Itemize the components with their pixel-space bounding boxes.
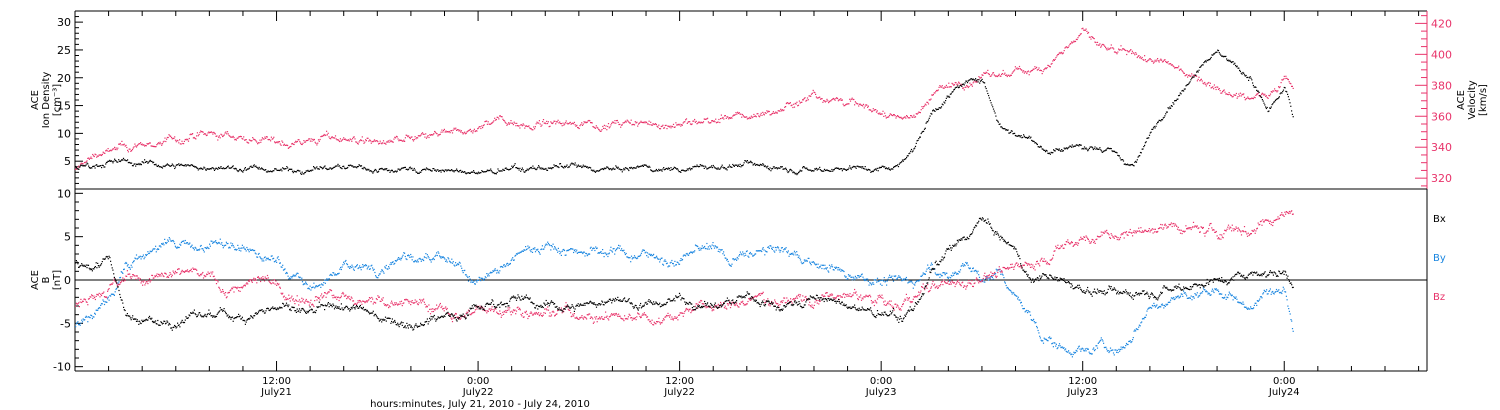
x-tick-date: July21 [260, 387, 292, 398]
legend-bx: Bx [1433, 214, 1446, 225]
b-axis-label: ACEB[nT] [30, 270, 63, 290]
magnetic-field-panel: -10 -5 0 5 10 ACEB[nT] Bx By Bz [30, 187, 1446, 373]
b-tick-label: 10 [57, 187, 71, 200]
density-series [75, 49, 1294, 176]
velocity-axis-label: ACEVelocity[km/s] [1456, 80, 1489, 119]
x-tick-date: July23 [1066, 387, 1098, 398]
x-tick-time: 12:00 [262, 376, 291, 387]
density-axis-label: ACEIon Density[cm⁻³] [30, 72, 63, 129]
b-tick-label: -10 [53, 361, 71, 374]
x-tick-time: 12:00 [665, 376, 694, 387]
velocity-tick-label: 400 [1431, 48, 1452, 61]
legend-by: By [1433, 253, 1446, 264]
x-tick-time: 0:00 [870, 376, 892, 387]
density-velocity-panel: 5 10 15 20 25 30 320 340 360 380 400 420 ACEIon Dens… [30, 10, 1489, 189]
velocity-series [75, 27, 1294, 170]
bx-series [75, 217, 1294, 331]
density-tick-label: 20 [57, 72, 71, 85]
velocity-tick-label: 360 [1431, 110, 1452, 123]
x-tick-date: July24 [1268, 387, 1300, 398]
density-tick-label: 15 [57, 100, 71, 113]
legend-bz: Bz [1433, 292, 1445, 303]
b-tick-label: 0 [64, 274, 71, 287]
b-tick-label: 5 [64, 231, 71, 244]
density-tick-label: 5 [64, 155, 71, 168]
velocity-tick-label: 320 [1431, 172, 1452, 185]
velocity-tick-label: 420 [1431, 17, 1452, 30]
b-tick-label: -5 [60, 317, 71, 330]
bz-series [75, 210, 1294, 326]
x-axis-title: hours:minutes, July 21, 2010 - July 24, … [370, 399, 590, 410]
velocity-tick-label: 340 [1431, 141, 1452, 154]
x-tick-time: 12:00 [1068, 376, 1097, 387]
x-tick-date: July23 [865, 387, 897, 398]
x-tick-date: July22 [462, 387, 494, 398]
density-tick-label: 30 [57, 16, 71, 29]
density-tick-label: 10 [57, 127, 71, 140]
time-axis: 12:00July210:00July2212:00July220:00July… [74, 11, 1427, 398]
x-tick-date: July22 [663, 387, 695, 398]
x-tick-time: 0:00 [1273, 376, 1295, 387]
velocity-tick-label: 380 [1431, 79, 1452, 92]
by-series [75, 237, 1294, 358]
x-tick-time: 0:00 [467, 376, 489, 387]
density-tick-label: 25 [57, 44, 71, 57]
